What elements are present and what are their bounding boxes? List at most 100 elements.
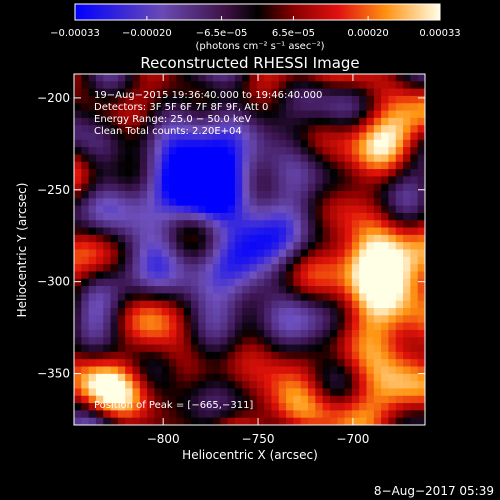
heatmap-cell bbox=[410, 337, 419, 346]
heatmap-cell bbox=[373, 125, 382, 134]
heatmap-cell bbox=[410, 351, 419, 360]
heatmap-cell bbox=[117, 322, 126, 331]
heatmap-cell bbox=[183, 234, 192, 243]
heatmap-cell bbox=[117, 278, 126, 287]
heatmap-cell bbox=[95, 315, 104, 324]
heatmap-cell bbox=[212, 242, 221, 251]
heatmap-cell bbox=[264, 293, 273, 302]
heatmap-cell bbox=[81, 293, 90, 302]
heatmap-cell bbox=[147, 359, 156, 368]
heatmap-cell bbox=[286, 373, 294, 382]
heatmap-cell bbox=[183, 183, 192, 192]
heatmap-cell bbox=[417, 300, 425, 309]
heatmap-cell bbox=[315, 183, 324, 192]
heatmap-cell bbox=[212, 198, 221, 207]
heatmap-cell bbox=[205, 161, 214, 170]
heatmap-cell bbox=[205, 205, 214, 214]
heatmap-cell bbox=[242, 293, 251, 302]
heatmap-cell bbox=[337, 227, 346, 236]
heatmap-cell bbox=[315, 161, 324, 170]
heatmap-cell bbox=[329, 286, 338, 294]
heatmap-cell bbox=[271, 278, 280, 287]
heatmap-cell bbox=[395, 308, 404, 316]
heatmap-cell bbox=[212, 381, 221, 390]
heatmap-cell bbox=[169, 337, 177, 346]
heatmap-cell bbox=[308, 300, 316, 309]
heatmap-cell bbox=[315, 249, 324, 258]
heatmap-cell bbox=[271, 110, 280, 119]
heatmap-cell bbox=[373, 403, 382, 411]
heatmap-cell bbox=[278, 308, 287, 316]
heatmap-cell bbox=[373, 154, 382, 163]
heatmap-cell bbox=[81, 308, 90, 316]
heatmap-cell bbox=[293, 81, 302, 90]
heatmap-cell bbox=[205, 117, 214, 126]
heatmap-cell bbox=[249, 220, 258, 229]
heatmap-cell bbox=[117, 212, 126, 221]
heatmap-cell bbox=[410, 110, 419, 119]
heatmap-cell bbox=[169, 271, 177, 280]
heatmap-cell bbox=[95, 403, 104, 411]
heatmap-cell bbox=[351, 410, 360, 419]
heatmap-cell bbox=[227, 337, 236, 346]
heatmap-cell bbox=[103, 81, 112, 90]
heatmap-cell bbox=[125, 381, 134, 390]
heatmap-cell bbox=[300, 322, 309, 331]
heatmap-cell bbox=[161, 388, 170, 397]
heatmap-cell bbox=[410, 234, 419, 243]
heatmap-cell bbox=[337, 293, 346, 302]
heatmap-cell bbox=[176, 395, 185, 404]
heatmap-cell bbox=[103, 249, 112, 258]
heatmap-cell bbox=[403, 242, 411, 251]
heatmap-cell bbox=[403, 169, 411, 177]
heatmap-cell bbox=[176, 300, 185, 309]
heatmap-cell bbox=[344, 103, 353, 112]
heatmap-cell bbox=[308, 249, 316, 258]
heatmap-cell bbox=[81, 359, 90, 368]
heatmap-cell bbox=[169, 88, 177, 97]
heatmap-cell bbox=[381, 359, 390, 368]
heatmap-cell bbox=[351, 234, 360, 243]
heatmap-cell bbox=[271, 95, 280, 104]
heatmap-cell bbox=[220, 278, 229, 287]
heatmap-cell bbox=[183, 417, 192, 425]
heatmap-cell bbox=[154, 205, 163, 214]
heatmap-cell bbox=[110, 395, 119, 404]
heatmap-cell bbox=[359, 110, 368, 119]
heatmap-cell bbox=[337, 315, 346, 324]
heatmap-cell bbox=[183, 403, 192, 411]
heatmap-cell bbox=[381, 395, 390, 404]
heatmap-cell bbox=[74, 81, 82, 90]
heatmap-cell bbox=[300, 227, 309, 236]
heatmap-cell bbox=[242, 242, 251, 251]
heatmap-cell bbox=[373, 278, 382, 287]
heatmap-cell bbox=[410, 147, 419, 156]
heatmap-cell bbox=[147, 110, 156, 119]
heatmap-cell bbox=[227, 147, 236, 156]
heatmap-cell bbox=[191, 198, 199, 207]
heatmap-cell bbox=[132, 395, 141, 404]
heatmap-cell bbox=[395, 337, 404, 346]
colorbar-tick-label: 0.00033 bbox=[419, 28, 460, 39]
heatmap-cell bbox=[132, 403, 141, 411]
heatmap-cell bbox=[205, 293, 214, 302]
heatmap-cell bbox=[103, 359, 112, 368]
heatmap-cell bbox=[81, 403, 90, 411]
heatmap-cell bbox=[315, 212, 324, 221]
heatmap-cell bbox=[293, 95, 302, 104]
heatmap-cell bbox=[344, 359, 353, 368]
heatmap-cell bbox=[242, 220, 251, 229]
heatmap-cell bbox=[271, 366, 280, 375]
heatmap-cell bbox=[351, 88, 360, 97]
heatmap-cell bbox=[176, 359, 185, 368]
heatmap-cell bbox=[286, 117, 294, 126]
heatmap-cell bbox=[308, 212, 316, 221]
heatmap-cell bbox=[183, 410, 192, 419]
heatmap-cell bbox=[132, 74, 141, 82]
heatmap-cell bbox=[205, 220, 214, 229]
heatmap-cell bbox=[329, 103, 338, 112]
heatmap-cell bbox=[337, 264, 346, 273]
heatmap-cell bbox=[329, 300, 338, 309]
heatmap-cell bbox=[198, 183, 207, 192]
heatmap-cell bbox=[161, 271, 170, 280]
